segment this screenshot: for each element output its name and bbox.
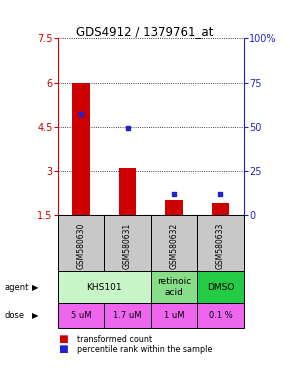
- Point: [79, 111, 84, 118]
- Text: GSM580630: GSM580630: [77, 222, 86, 269]
- Text: agent: agent: [4, 283, 29, 291]
- Text: GSM580633: GSM580633: [216, 222, 225, 269]
- Bar: [72, 83, 90, 215]
- Text: DMSO: DMSO: [207, 283, 234, 291]
- Text: percentile rank within the sample: percentile rank within the sample: [77, 345, 212, 354]
- Text: retinoic
acid: retinoic acid: [157, 277, 191, 297]
- Text: 1.7 uM: 1.7 uM: [113, 311, 142, 320]
- Text: KHS101: KHS101: [87, 283, 122, 291]
- Text: ▶: ▶: [32, 283, 38, 291]
- Text: ▶: ▶: [32, 311, 38, 320]
- Text: dose: dose: [4, 311, 24, 320]
- Text: ■: ■: [58, 344, 68, 354]
- Text: 0.1 %: 0.1 %: [209, 311, 232, 320]
- Point: [125, 126, 130, 132]
- Text: GSM580631: GSM580631: [123, 223, 132, 269]
- Point: [172, 191, 176, 197]
- Bar: [119, 168, 136, 215]
- Point: [218, 191, 223, 197]
- Text: GDS4912 / 1379761_at: GDS4912 / 1379761_at: [76, 25, 214, 38]
- Text: ■: ■: [58, 334, 68, 344]
- Text: 1 uM: 1 uM: [164, 311, 184, 320]
- Bar: [212, 203, 229, 215]
- Bar: [165, 200, 183, 215]
- Text: transformed count: transformed count: [77, 334, 152, 344]
- Text: 5 uM: 5 uM: [71, 311, 91, 320]
- Text: GSM580632: GSM580632: [169, 223, 179, 269]
